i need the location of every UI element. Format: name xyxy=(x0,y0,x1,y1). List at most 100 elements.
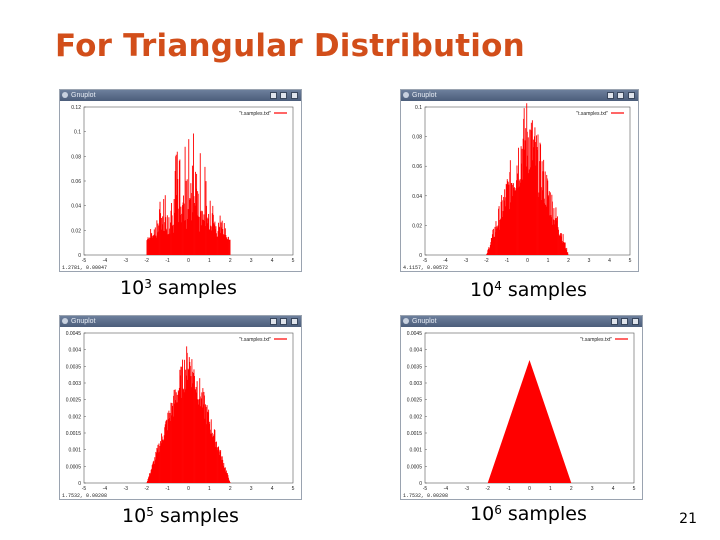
x-tick-label: -1 xyxy=(165,486,170,492)
x-tick-label: -2 xyxy=(144,486,149,492)
caption-exponent: 5 xyxy=(146,505,154,519)
y-tick-label: 0.0025 xyxy=(66,398,82,404)
caption-1e5: 105 samples xyxy=(122,505,239,527)
x-tick-label: 0 xyxy=(526,258,529,264)
app-icon xyxy=(403,318,409,324)
caption-base: 10 xyxy=(470,279,495,301)
caption-base: 10 xyxy=(120,277,145,299)
y-tick-label: 0.1 xyxy=(74,130,81,136)
legend-label: "t.samples.txt" xyxy=(580,337,612,343)
x-tick-label: -4 xyxy=(443,258,448,264)
x-tick-label: 4 xyxy=(271,486,274,492)
x-tick-label: 4 xyxy=(608,258,611,264)
caption-base: 10 xyxy=(470,503,495,525)
caption-text: samples xyxy=(501,503,587,525)
legend-label: "t.samples.txt" xyxy=(239,111,271,117)
y-tick-label: 0.02 xyxy=(412,223,422,229)
status-readout: 1.7532, 0.00208 xyxy=(403,493,448,499)
maximize-button[interactable] xyxy=(280,318,287,325)
caption-1e6: 106 samples xyxy=(470,503,587,525)
histogram-plot: 0.0045 0.004 0.0035 0.003 0.0025 0.002 0.0015 0… xyxy=(401,327,642,499)
page-number: 21 xyxy=(679,511,697,527)
y-tick-label: 0.06 xyxy=(412,164,422,170)
y-tick-label: 0.004 xyxy=(409,348,422,354)
x-tick-label: -3 xyxy=(464,258,469,264)
y-tick-label: 0.0015 xyxy=(407,431,423,437)
caption-text: samples xyxy=(151,277,237,299)
x-tick-label: 1 xyxy=(208,486,211,492)
y-tick-label: 0.0045 xyxy=(407,331,423,337)
histogram-plot: 0.1 0.08 0.06 0.04 0.02 0 -5 -4 -3 -2 -1 0 1 2 3 4 5 "t.s… xyxy=(401,101,638,271)
legend-label: "t.samples.txt" xyxy=(239,337,271,343)
y-tick-label: 0.0035 xyxy=(407,364,423,370)
y-tick-label: 0.0035 xyxy=(66,364,82,370)
x-tick-label: -4 xyxy=(103,258,108,264)
maximize-button[interactable] xyxy=(621,318,628,325)
y-tick-label: 0 xyxy=(419,253,422,259)
x-tick-label: -4 xyxy=(444,486,449,492)
y-tick-label: 0.12 xyxy=(71,105,81,111)
histogram-svg: 0.120.10.080.060.040.020-5 -4 -3 -2 -1 0 1 2 3 4 5… xyxy=(62,105,295,271)
minimize-button[interactable] xyxy=(270,318,277,325)
y-tick-label: 0.0005 xyxy=(66,464,82,470)
histogram-svg: 0.00450.0040.00350.0030.00250.0020.00150… xyxy=(62,331,295,499)
histogram-plot: 0.12 0.1 0.08 0.06 0.04 0.02 0 -5 -4 -3 -2 -1 0 1 2 3 4 5… xyxy=(60,101,301,271)
gnuplot-window-1e4: Gnuplot 0.1 0.08 0.06 0.04 0.02 0 -5 -4 -3 -2 -1 0 1… xyxy=(400,89,639,272)
x-tick-label: 1 xyxy=(549,486,552,492)
x-tick-label: 5 xyxy=(292,486,295,492)
x-tick-label: 2 xyxy=(567,258,570,264)
x-tick-label: 3 xyxy=(250,486,253,492)
x-tick-label: 3 xyxy=(250,258,253,264)
app-icon xyxy=(62,92,68,98)
histogram-area xyxy=(487,360,572,483)
x-tick-label: -5 xyxy=(423,258,428,264)
maximize-button[interactable] xyxy=(617,92,624,99)
window-titlebar: Gnuplot xyxy=(60,90,301,101)
slide-title: For Triangular Distribution xyxy=(55,28,525,64)
minimize-button[interactable] xyxy=(611,318,618,325)
x-tick-label: -3 xyxy=(465,486,470,492)
x-tick-label: 5 xyxy=(629,258,632,264)
window-title: Gnuplot xyxy=(71,318,96,325)
x-tick-label: 0 xyxy=(528,486,531,492)
caption-1e3: 103 samples xyxy=(120,277,237,299)
status-readout: 1.7532, 0.00208 xyxy=(62,493,107,499)
minimize-button[interactable] xyxy=(270,92,277,99)
x-tick-label: 5 xyxy=(633,486,636,492)
window-title: Gnuplot xyxy=(71,92,96,99)
caption-exponent: 6 xyxy=(494,503,502,517)
y-tick-label: 0.002 xyxy=(409,414,422,420)
y-tick-label: 0.04 xyxy=(71,204,81,210)
close-button[interactable] xyxy=(628,92,635,99)
caption-1e4: 104 samples xyxy=(470,279,587,301)
histogram-svg: 0.00450.0040.00350.0030.00250.0020.00150… xyxy=(403,331,636,499)
status-readout: 4.1157, 0.00572 xyxy=(403,265,448,271)
y-tick-label: 0.001 xyxy=(409,448,422,454)
x-tick-label: 5 xyxy=(292,258,295,264)
y-tick-label: 0.0045 xyxy=(66,331,82,337)
close-button[interactable] xyxy=(291,318,298,325)
caption-exponent: 3 xyxy=(144,277,152,291)
x-tick-label: 2 xyxy=(229,486,232,492)
y-tick-label: 0.02 xyxy=(71,228,81,234)
y-tick-label: 0.003 xyxy=(68,381,81,387)
x-tick-label: -3 xyxy=(124,258,129,264)
window-title: Gnuplot xyxy=(412,92,437,99)
y-tick-label: 0.08 xyxy=(71,154,81,160)
close-button[interactable] xyxy=(632,318,639,325)
caption-text: samples xyxy=(153,505,239,527)
minimize-button[interactable] xyxy=(607,92,614,99)
x-tick-label: 2 xyxy=(570,486,573,492)
caption-exponent: 4 xyxy=(494,279,502,293)
x-tick-label: 1 xyxy=(208,258,211,264)
x-tick-label: -2 xyxy=(144,258,149,264)
close-button[interactable] xyxy=(291,92,298,99)
x-tick-label: -4 xyxy=(103,486,108,492)
window-title: Gnuplot xyxy=(412,318,437,325)
caption-base: 10 xyxy=(122,505,147,527)
app-icon xyxy=(403,92,409,98)
x-tick-label: 3 xyxy=(591,486,594,492)
caption-text: samples xyxy=(501,279,587,301)
x-tick-label: 1 xyxy=(547,258,550,264)
maximize-button[interactable] xyxy=(280,92,287,99)
